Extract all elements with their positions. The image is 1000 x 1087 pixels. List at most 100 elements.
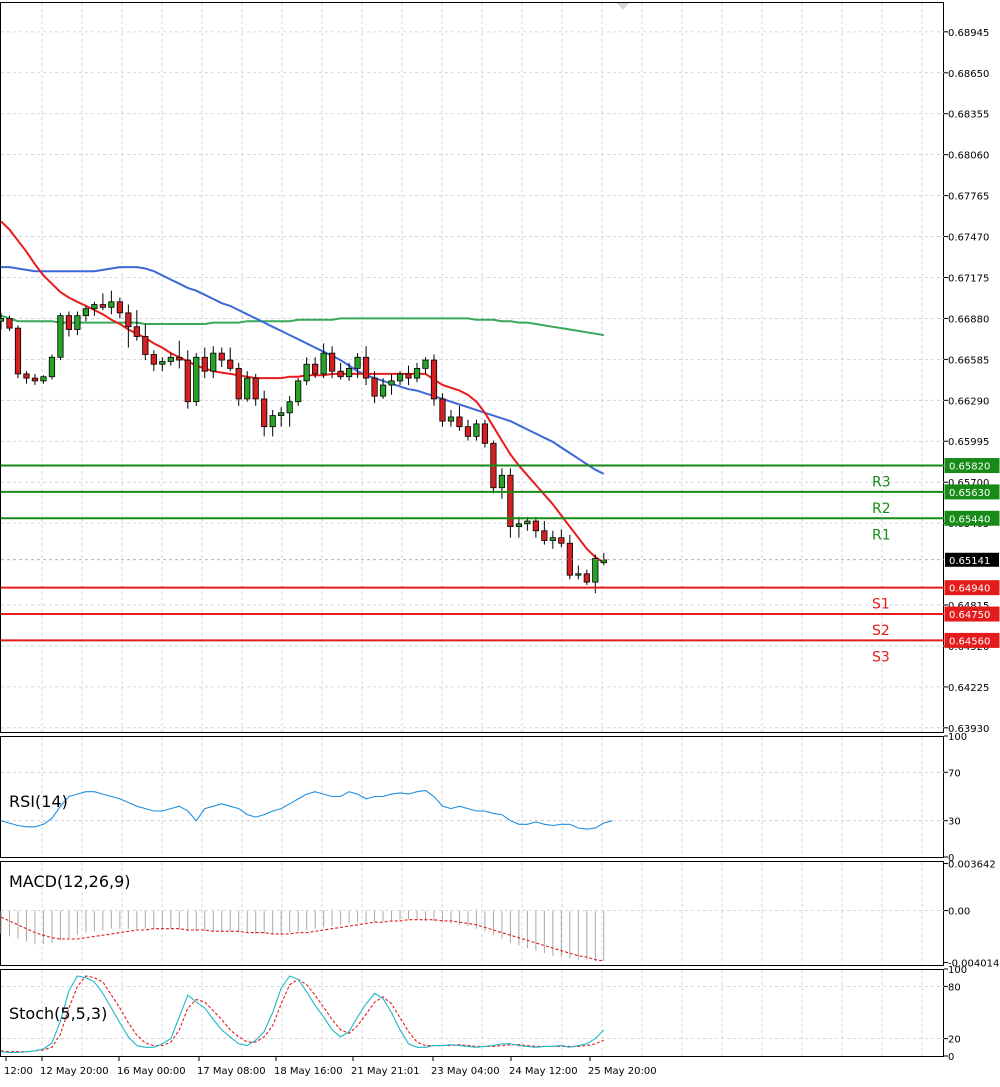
- candle: [575, 565, 582, 580]
- rsi-line: [0, 789, 613, 830]
- stoch-panel-frame: [0, 969, 944, 1057]
- candle: [439, 393, 446, 427]
- support-price-badge: [944, 580, 1000, 596]
- candle: [159, 357, 166, 372]
- resistance-price-badge: [944, 510, 1000, 526]
- candle: [269, 410, 276, 437]
- price-tick-label: 0.66290: [948, 396, 989, 407]
- bearish-candle-body: [14, 327, 22, 375]
- rsi-label: RSI(14): [9, 792, 68, 811]
- rsi-tick-label: 0: [948, 853, 954, 864]
- bullish-candle-body: [600, 559, 607, 564]
- candle: [74, 311, 81, 336]
- bearish-candle-body: [65, 315, 73, 330]
- candle: [244, 371, 251, 402]
- candle: [261, 390, 268, 437]
- support-price-badge: [944, 606, 1000, 622]
- bearish-candle-body: [507, 474, 514, 528]
- bullish-candle-body: [167, 356, 174, 362]
- candle: [345, 362, 353, 381]
- support-price-text: 0.64940: [949, 584, 990, 595]
- bearish-candle-body: [371, 377, 378, 397]
- time-tick-label: 12:00: [4, 1066, 33, 1077]
- macd-tick-label: 0.00: [948, 907, 970, 918]
- candle: [40, 375, 47, 384]
- current-price-text: 0.65141: [949, 556, 990, 567]
- bearish-candle-body: [430, 359, 438, 400]
- rsi-tick-label: 30: [948, 817, 961, 828]
- bearish-candle-body: [201, 356, 208, 372]
- bearish-candle-body: [227, 359, 234, 369]
- bearish-candle-body: [6, 318, 13, 329]
- candle: [362, 346, 370, 386]
- resistance-label: R3: [872, 475, 891, 491]
- candle: [396, 371, 404, 386]
- candle: [405, 365, 412, 386]
- moving-average-green: [0, 314, 604, 337]
- bearish-candle-body: [566, 542, 573, 576]
- resistance-label: R2: [872, 501, 891, 517]
- candle: [210, 346, 217, 379]
- candle: [312, 357, 319, 379]
- candle: [320, 343, 327, 379]
- support-label: S3: [872, 649, 890, 665]
- bullish-candle-body: [303, 363, 310, 382]
- price-tick-label: 0.67470: [948, 233, 989, 244]
- bullish-candle-body: [575, 573, 582, 576]
- bearish-candle-body: [583, 573, 590, 583]
- time-tick-label: 12 May 20:00: [40, 1066, 109, 1077]
- candle: [430, 354, 438, 406]
- candle: [456, 405, 463, 431]
- bullish-candle-body: [210, 352, 217, 372]
- bearish-candle-body: [150, 354, 157, 365]
- bullish-candle-body: [413, 367, 421, 379]
- bullish-candle-body: [515, 523, 522, 528]
- macd-tick-label: 0.003642: [948, 860, 996, 871]
- candle: [541, 521, 548, 545]
- price-tick-label: 0.68355: [948, 110, 989, 121]
- bearish-candle-body: [329, 352, 336, 372]
- candle: [184, 350, 191, 409]
- bearish-candle-body: [261, 398, 268, 428]
- time-tick-label: 25 May 20:00: [588, 1066, 657, 1077]
- candle: [473, 419, 480, 441]
- bearish-candle-body: [125, 312, 132, 328]
- bearish-candle-body: [218, 352, 225, 361]
- candle: [91, 301, 98, 316]
- resistance-price-text: 0.65820: [949, 462, 990, 473]
- bearish-candle-body: [252, 377, 259, 400]
- stoch-tick-label: 100: [948, 965, 967, 976]
- support-label: S1: [872, 597, 890, 613]
- bearish-candle-body: [176, 356, 183, 361]
- candle: [6, 315, 13, 331]
- bearish-candle-body: [337, 370, 344, 378]
- bearish-candle-body: [532, 520, 539, 532]
- candle: [498, 468, 506, 499]
- candle: [167, 353, 174, 366]
- price-panel: 0.68945 0.68650 0.68355 0.68060 0.67765 0.674…: [0, 2, 1000, 735]
- candle: [481, 419, 489, 448]
- price-tick-label: 0.63930: [948, 724, 989, 735]
- bullish-candle-body: [422, 359, 429, 369]
- resistance-price-badge: [944, 484, 1000, 500]
- moving-average-red: [0, 220, 605, 564]
- resistance-price-text: 0.65630: [949, 488, 990, 499]
- candle: [337, 362, 344, 380]
- candle: [125, 304, 132, 348]
- bullish-candle-body: [159, 361, 166, 365]
- stoch-panel: 100 80 20 0 Stoch(5,5,3): [0, 965, 967, 1063]
- candle: [82, 305, 89, 322]
- bearish-candle-body: [235, 367, 242, 400]
- bearish-candle-body: [405, 373, 412, 379]
- candle: [193, 353, 200, 406]
- bullish-candle-body: [396, 373, 404, 382]
- candle: [447, 410, 455, 427]
- candle: [507, 468, 514, 538]
- time-tick-label: 23 May 04:00: [431, 1066, 500, 1077]
- price-tick-label: 0.68945: [948, 28, 989, 39]
- bullish-candle-body: [354, 356, 361, 369]
- bullish-candle-body: [108, 301, 115, 308]
- bullish-candle-body: [193, 356, 200, 403]
- bullish-candle-body: [320, 352, 327, 375]
- candle: [99, 293, 106, 311]
